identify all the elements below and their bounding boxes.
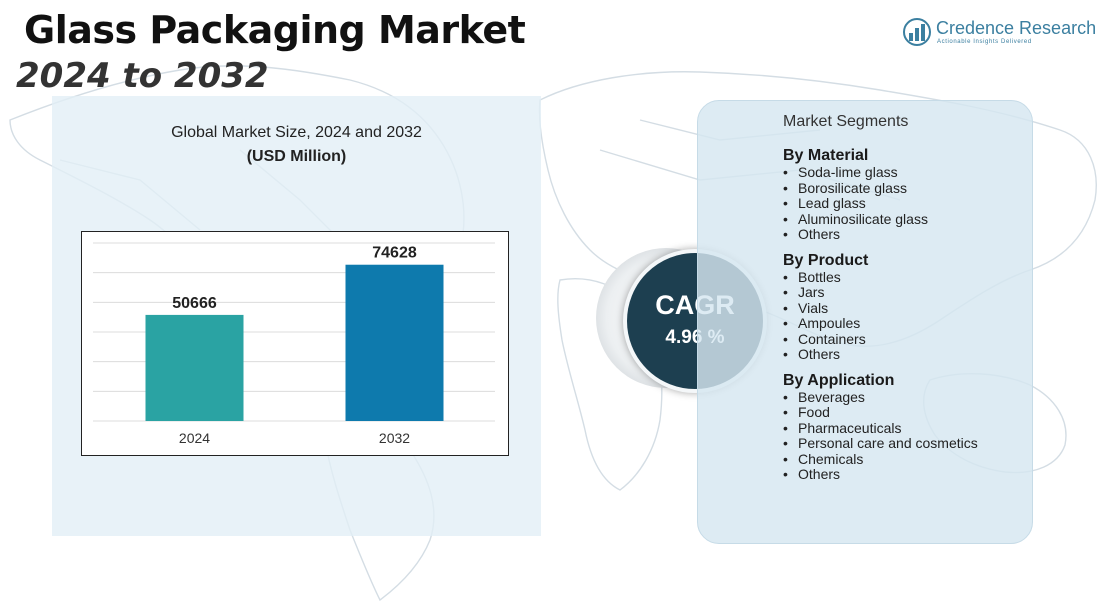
segments-list: By Material • Soda-lime glass • Borosilica… [783,147,978,492]
bar-2024 [145,314,244,421]
page-subtitle-years: 2024 to 2032 [16,56,269,96]
x-tick-label-2024: 2024 [179,430,210,446]
data-label-2024: 50666 [172,295,217,312]
segment-group-title: By Application [783,371,895,389]
list-item: • Pharmaceuticals [783,419,902,436]
list-item: • Containers [783,330,866,347]
list-item: • Vials [783,299,829,316]
list-item: • Food [783,404,830,420]
list-item: • Jars [783,284,825,300]
bar-2032 [345,264,444,421]
list-item: • Others [783,466,841,482]
chart-title: Global Market Size, 2024 and 2032 [171,124,422,141]
list-item: • Personal care and cosmetics [783,435,978,451]
market-segments-panel: Market Segments By Material • Soda-lime g… [697,100,1033,544]
market-size-chart-panel: Global Market Size, 2024 and 2032 (USD M… [52,96,541,536]
data-label-2032: 74628 [372,245,417,262]
list-item: • Beverages [783,388,865,405]
segments-heading: Market Segments [783,113,909,130]
bar-chart: 50666 74628 2024 2032 [81,231,509,456]
list-item: • Lead glass [783,195,866,211]
logo-tagline: Actionable Insights Delivered [937,39,1032,45]
segment-group-title: By Product [783,251,869,269]
list-item: • Borosilicate glass [783,179,907,196]
segment-group-product: By Product • Bottles • Jars • Vials • Ampoul… [783,252,978,363]
bar-chart-logo-icon [903,18,931,46]
x-tick-label-2032: 2032 [379,430,410,446]
list-item: • Ampoules [783,315,861,331]
segment-group-application: By Application • Beverages • Food • Pharmac… [783,372,978,483]
segment-group-title: By Material [783,147,869,164]
list-item: • Chemicals [783,450,864,467]
list-item: • Bottles [783,268,841,285]
segment-group-material: By Material • Soda-lime glass • Borosilica… [783,147,978,243]
list-item: • Others [783,346,841,362]
list-item: • Soda-lime glass [783,164,898,180]
list-item: • Others [783,226,841,242]
list-item: • Aluminosilicate glass [783,210,928,227]
page-title: Glass Packaging Market [24,8,526,52]
chart-unit: (USD Million) [246,148,347,165]
logo-name: Credence Research [936,18,1097,38]
credence-research-logo: Credence Research Actionable Insights De… [902,18,1096,48]
